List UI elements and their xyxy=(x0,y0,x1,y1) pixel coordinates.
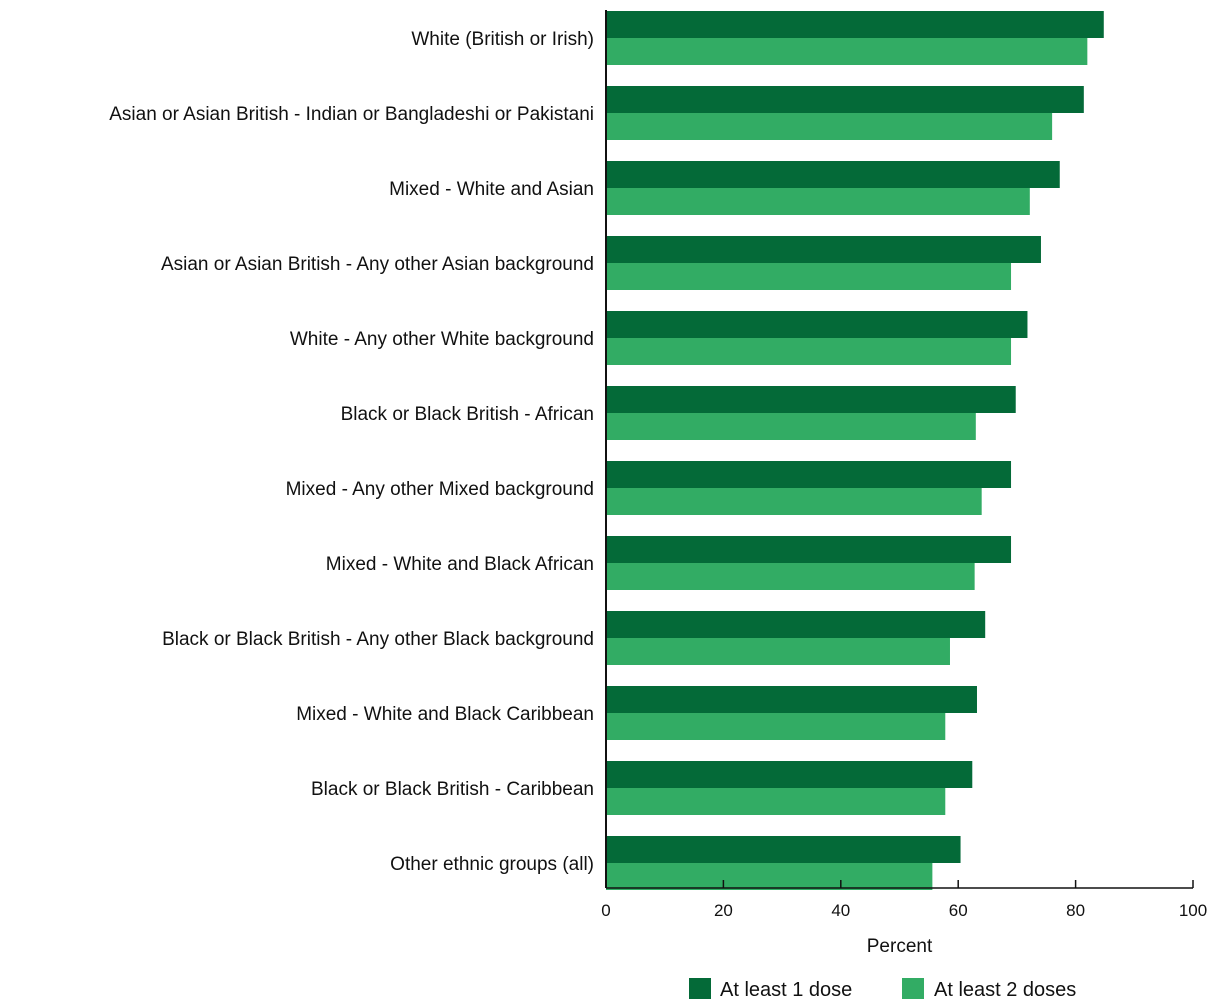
category-label-11: Other ethnic groups (all) xyxy=(390,854,594,875)
x-tick-label-0: 0 xyxy=(601,901,610,920)
bar-dose2-2 xyxy=(606,188,1030,215)
category-label-1: Asian or Asian British - Indian or Bangl… xyxy=(109,104,594,125)
legend: At least 1 dose At least 2 doses xyxy=(689,978,1076,999)
bar-dose2-10 xyxy=(606,788,946,815)
bar-dose2-3 xyxy=(606,263,1012,290)
category-label-6: Mixed - Any other Mixed background xyxy=(286,479,594,500)
bar-dose2-1 xyxy=(606,113,1053,140)
bar-dose2-0 xyxy=(606,38,1088,65)
category-label-2: Mixed - White and Asian xyxy=(389,179,594,200)
bar-dose1-9 xyxy=(606,686,977,713)
category-label-10: Black or Black British - Caribbean xyxy=(311,779,594,800)
legend-swatch-0 xyxy=(689,978,711,999)
x-tick-label-1: 20 xyxy=(714,901,733,920)
bar-dose2-4 xyxy=(606,338,1012,365)
category-label-9: Mixed - White and Black Caribbean xyxy=(296,704,594,725)
bar-dose1-11 xyxy=(606,836,961,863)
bar-dose1-2 xyxy=(606,161,1060,188)
bar-dose2-7 xyxy=(606,563,975,590)
x-tick-label-2: 40 xyxy=(831,901,850,920)
category-label-4: White - Any other White background xyxy=(290,329,594,350)
category-label-0: White (British or Irish) xyxy=(411,29,594,50)
category-label-3: Asian or Asian British - Any other Asian… xyxy=(161,254,594,275)
bar-dose1-5 xyxy=(606,386,1016,413)
x-tick-label-3: 60 xyxy=(949,901,968,920)
bar-dose1-1 xyxy=(606,86,1084,113)
bar-dose2-9 xyxy=(606,713,946,740)
category-label-7: Mixed - White and Black African xyxy=(326,554,594,575)
legend-label-1: At least 2 doses xyxy=(934,979,1076,999)
bar-dose2-8 xyxy=(606,638,950,665)
bar-dose1-8 xyxy=(606,611,986,638)
category-label-5: Black or Black British - African xyxy=(341,404,594,425)
bar-dose2-11 xyxy=(606,863,933,890)
legend-label-0: At least 1 dose xyxy=(720,979,852,999)
x-axis: 0 20 40 60 80 100 xyxy=(601,10,1207,920)
bar-dose1-10 xyxy=(606,761,973,788)
bar-dose2-5 xyxy=(606,413,976,440)
x-tick-label-5: 100 xyxy=(1179,901,1207,920)
bar-dose1-3 xyxy=(606,236,1041,263)
category-labels: White (British or Irish) Asian or Asian B… xyxy=(109,29,594,875)
bar-dose1-0 xyxy=(606,11,1104,38)
bar-dose2-6 xyxy=(606,488,982,515)
legend-swatch-1 xyxy=(902,978,924,999)
bar-dose1-6 xyxy=(606,461,1012,488)
category-label-8: Black or Black British - Any other Black… xyxy=(162,629,594,650)
x-axis-title: Percent xyxy=(867,936,933,957)
x-tick-label-4: 80 xyxy=(1066,901,1085,920)
bars-layer xyxy=(606,11,1104,890)
bar-dose1-4 xyxy=(606,311,1028,338)
bar-dose1-7 xyxy=(606,536,1012,563)
